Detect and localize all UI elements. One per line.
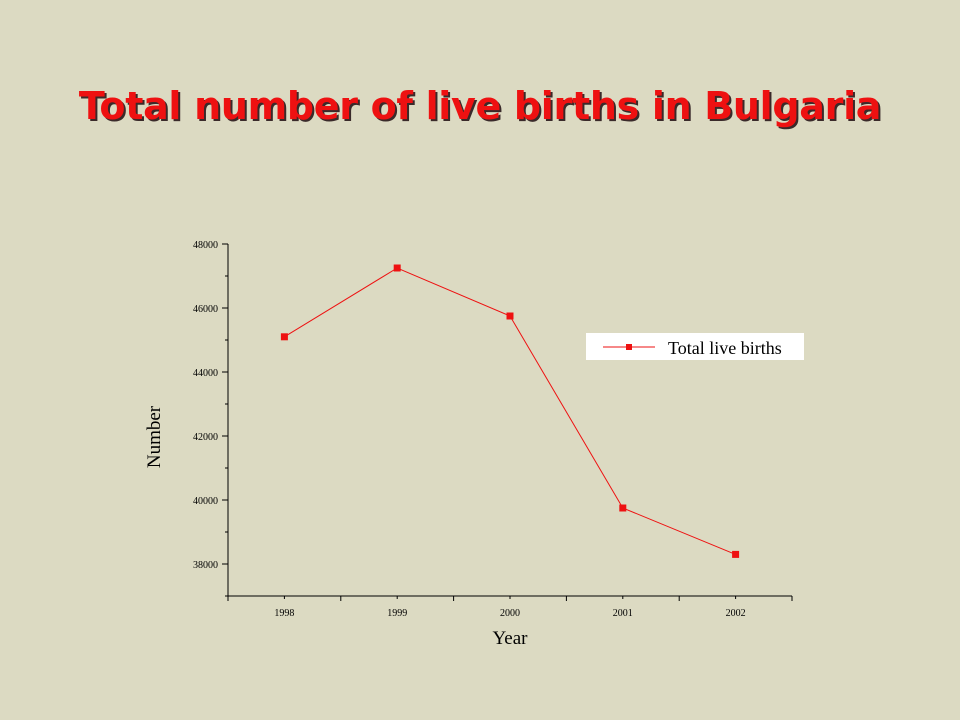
y-tick-label: 48000 (193, 240, 218, 251)
y-tick-label: 40000 (193, 496, 218, 507)
legend: Total live births (586, 333, 804, 360)
data-point-marker (619, 504, 627, 512)
y-axis-ticks: 38000 40000 42000 44000 46000 48000 (193, 240, 228, 597)
y-axis-title: Number (144, 405, 165, 468)
data-point-marker (280, 333, 288, 341)
legend-marker-swatch (626, 344, 632, 350)
x-axis-title: Year (492, 628, 528, 649)
slide-title: Total number of live births in Bulgaria (78, 84, 882, 128)
x-tick-label: 2001 (613, 608, 633, 619)
y-tick-label: 38000 (193, 560, 218, 571)
series-layer (280, 264, 740, 558)
x-tick-label: 2000 (500, 608, 520, 619)
x-axis-ticks: 1998 1999 2000 2001 2002 (227, 596, 793, 619)
data-point-marker (506, 312, 514, 320)
data-point-marker (393, 264, 401, 272)
x-tick-label: 1998 (274, 608, 294, 619)
y-tick-label: 42000 (193, 432, 218, 443)
y-tick-label: 46000 (193, 304, 218, 315)
series-line (284, 267, 736, 555)
legend-label: Total live births (668, 338, 782, 358)
data-point-marker (732, 550, 740, 558)
x-tick-label: 2002 (726, 608, 746, 619)
x-tick-label: 1999 (387, 608, 407, 619)
y-tick-label: 44000 (193, 368, 218, 379)
